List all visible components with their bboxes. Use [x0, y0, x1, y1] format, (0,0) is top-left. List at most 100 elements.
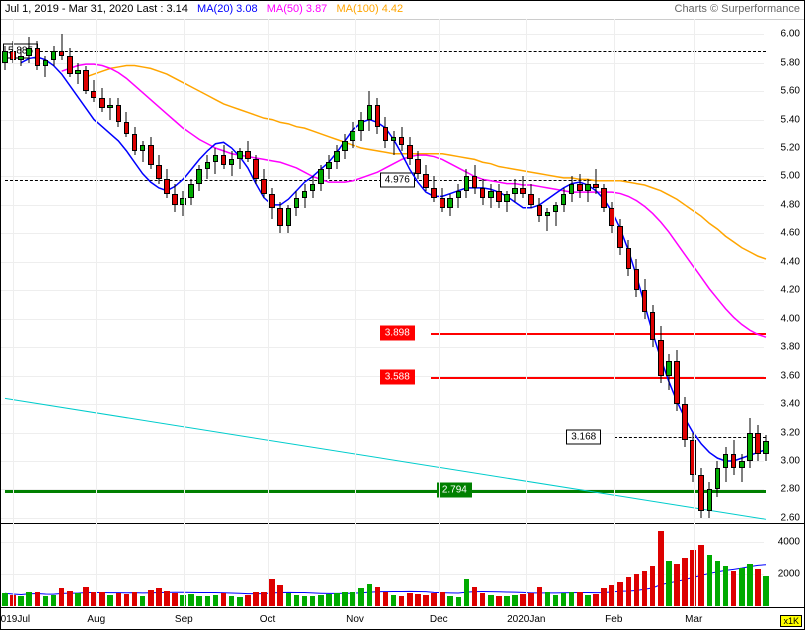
volume-bar — [399, 596, 405, 606]
candle — [561, 20, 567, 525]
volume-bar — [286, 593, 292, 606]
candle — [83, 20, 89, 525]
candle — [707, 20, 713, 525]
candle — [642, 20, 648, 525]
candle — [221, 20, 227, 525]
candle — [407, 20, 413, 525]
candle — [391, 20, 397, 525]
volume-bar — [383, 592, 389, 606]
x-tick: Mar — [685, 614, 702, 625]
volume-bar — [164, 591, 170, 606]
volume-bar — [148, 590, 154, 606]
candle — [537, 20, 543, 525]
candle — [431, 20, 437, 525]
candle — [666, 20, 672, 525]
volume-bar — [674, 564, 680, 606]
candle — [140, 20, 146, 525]
volume-bar — [415, 594, 421, 606]
candle — [504, 20, 510, 525]
price-tick: 5.00 — [781, 171, 800, 182]
candle — [496, 20, 502, 525]
volume-bar — [723, 566, 729, 606]
candle — [715, 20, 721, 525]
candle — [755, 20, 761, 525]
ma100-label: MA(100) — [336, 3, 378, 15]
price-tick: 4.60 — [781, 228, 800, 239]
candle — [375, 20, 381, 525]
candle — [601, 20, 607, 525]
volume-bar — [577, 592, 583, 606]
candle — [35, 20, 41, 525]
volume-bar — [294, 595, 300, 606]
volume-bar — [472, 587, 478, 606]
ma50-label: MA(50) — [267, 3, 303, 15]
candle — [132, 20, 138, 525]
candle — [698, 20, 704, 525]
candle — [2, 20, 8, 525]
volume-bar — [2, 593, 8, 606]
candle — [237, 20, 243, 525]
volume-bar — [707, 555, 713, 606]
volume-bar — [739, 568, 745, 606]
candle — [367, 20, 373, 525]
volume-bar — [407, 593, 413, 606]
volume-bar — [358, 588, 364, 606]
candle — [342, 20, 348, 525]
volume-bar — [116, 593, 122, 606]
candle — [51, 20, 57, 525]
volume-bar — [245, 595, 251, 606]
candle — [164, 20, 170, 525]
candle — [383, 20, 389, 525]
price-tick: 4.40 — [781, 256, 800, 267]
price-tick: 2.60 — [781, 512, 800, 523]
candle — [261, 20, 267, 525]
volume-bar — [124, 594, 130, 606]
candle — [107, 20, 113, 525]
candle — [205, 20, 211, 525]
volume-bar — [269, 579, 275, 606]
candle — [520, 20, 526, 525]
price-tick: 5.80 — [781, 57, 800, 68]
candle — [488, 20, 494, 525]
candle — [302, 20, 308, 525]
price-panel[interactable]: 2.602.803.003.203.403.603.804.004.204.40… — [1, 19, 804, 524]
candle — [682, 20, 688, 525]
volume-bar — [310, 596, 316, 606]
volume-bar — [634, 574, 640, 606]
volume-bar — [318, 595, 324, 606]
x-tick: Dec — [430, 614, 448, 625]
candle — [269, 20, 275, 525]
candle — [763, 20, 769, 525]
volume-bar — [375, 587, 381, 606]
volume-bar — [253, 592, 259, 606]
volume-panel[interactable]: 20004000 — [1, 526, 804, 606]
volume-bar — [18, 596, 24, 606]
chart-header: Jul 1, 2019 - Mar 31, 2020 Last : 3.14 M… — [5, 3, 403, 15]
x-tick: Oct — [260, 614, 276, 625]
candle — [447, 20, 453, 525]
volume-bar — [585, 595, 591, 606]
ma50-value: 3.87 — [306, 3, 327, 15]
ma20-label: MA(20) — [197, 3, 233, 15]
volume-bar — [156, 588, 162, 606]
candle — [626, 20, 632, 525]
volume-bar — [35, 592, 41, 606]
volume-bar — [132, 592, 138, 606]
candle — [731, 20, 737, 525]
candle — [75, 20, 81, 525]
candle — [26, 20, 32, 525]
volume-bar — [99, 592, 105, 606]
price-tick: 5.20 — [781, 143, 800, 154]
candle — [569, 20, 575, 525]
volume-bar — [205, 596, 211, 606]
volume-bar — [67, 591, 73, 606]
volume-bar — [342, 592, 348, 606]
candle — [18, 20, 24, 525]
volume-bar — [626, 577, 632, 606]
candle — [172, 20, 178, 525]
candle — [617, 20, 623, 525]
volume-bar — [698, 545, 704, 606]
price-tick: 4.80 — [781, 199, 800, 210]
volume-bar — [188, 594, 194, 606]
price-tick: 3.60 — [781, 370, 800, 381]
